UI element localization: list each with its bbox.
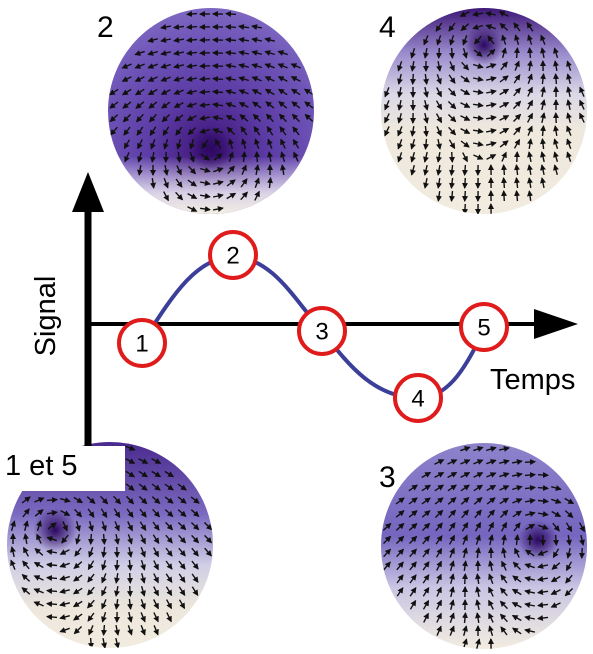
- arrow-icon: [465, 191, 466, 201]
- point-marker-2: 2: [210, 232, 256, 278]
- arrow-icon: [465, 165, 466, 175]
- point-marker-label: 2: [226, 243, 239, 270]
- arrow-icon: [465, 574, 466, 584]
- arrow-icon: [200, 92, 210, 93]
- arrow-icon: [452, 191, 453, 201]
- y-axis-arrowhead: [72, 172, 104, 212]
- arrow-icon: [47, 500, 57, 501]
- arrow-icon: [226, 27, 236, 28]
- arrow-icon: [104, 534, 105, 544]
- x-axis-arrowhead: [534, 309, 578, 339]
- arrow-icon: [47, 565, 57, 566]
- point-marker-label: 4: [411, 386, 424, 413]
- vortex-disk-4: [381, 8, 587, 214]
- point-marker-1: 1: [119, 320, 165, 366]
- arrow-icon: [465, 178, 466, 188]
- arrow-icon: [213, 66, 223, 67]
- arrow-icon: [426, 139, 427, 149]
- arrow-icon: [465, 613, 466, 623]
- arrow-icon: [200, 79, 210, 80]
- arrow-icon: [130, 573, 131, 583]
- arrow-icon: [187, 14, 197, 15]
- point-marker-label: 3: [315, 319, 328, 346]
- arrow-icon: [556, 535, 557, 545]
- arrow-icon: [257, 152, 258, 162]
- y-axis-label: Signal: [30, 276, 62, 357]
- arrow-icon: [226, 14, 236, 15]
- panel-label-4: 4: [379, 11, 396, 44]
- arrow-icon: [226, 40, 236, 41]
- arrow-icon: [117, 560, 118, 570]
- arrow-icon: [517, 48, 518, 58]
- arrow-icon: [465, 204, 466, 214]
- panel-label-3: 3: [379, 461, 396, 494]
- arrow-icon: [213, 92, 223, 93]
- arrow-icon: [543, 126, 544, 136]
- vortex-disk-2: [108, 8, 314, 214]
- vortex-disk-3: [381, 443, 587, 649]
- panel-label-1-et-5: 1 et 5: [5, 450, 78, 482]
- arrow-icon: [525, 462, 535, 463]
- arrow-icon: [538, 488, 548, 489]
- arrow-icon: [504, 165, 505, 175]
- arrow-icon: [47, 604, 57, 605]
- x-axis-label: Temps: [490, 364, 575, 396]
- arrow-icon: [187, 40, 197, 41]
- arrow-icon: [47, 578, 57, 579]
- arrow-icon: [244, 152, 245, 162]
- arrow-icon: [525, 475, 535, 476]
- arrow-icon: [47, 617, 57, 618]
- arrow-icon: [504, 191, 505, 201]
- arrow-icon: [187, 27, 197, 28]
- arrow-icon: [213, 79, 223, 80]
- arrow-icon: [517, 535, 518, 545]
- panel-label-2: 2: [97, 11, 114, 44]
- arrow-icon: [413, 74, 414, 84]
- point-marker-label: 1: [135, 331, 148, 358]
- arrow-icon: [104, 625, 105, 635]
- arrow-icon: [452, 152, 453, 162]
- point-marker-3: 3: [299, 308, 345, 354]
- arrow-icon: [530, 48, 531, 58]
- point-marker-5: 5: [461, 304, 507, 350]
- arrow-icon: [91, 534, 92, 544]
- arrow-icon: [556, 74, 557, 84]
- arrow-icon: [538, 501, 548, 502]
- arrow-icon: [504, 178, 505, 188]
- arrow-icon: [91, 638, 92, 648]
- arrow-icon: [47, 591, 57, 592]
- arrow-icon: [538, 475, 548, 476]
- arrow-icon: [517, 191, 518, 201]
- arrow-icon: [130, 586, 131, 596]
- arrow-icon: [452, 48, 453, 58]
- point-marker-4: 4: [395, 375, 441, 421]
- arrow-icon: [439, 48, 440, 58]
- point-marker-label: 5: [477, 315, 490, 342]
